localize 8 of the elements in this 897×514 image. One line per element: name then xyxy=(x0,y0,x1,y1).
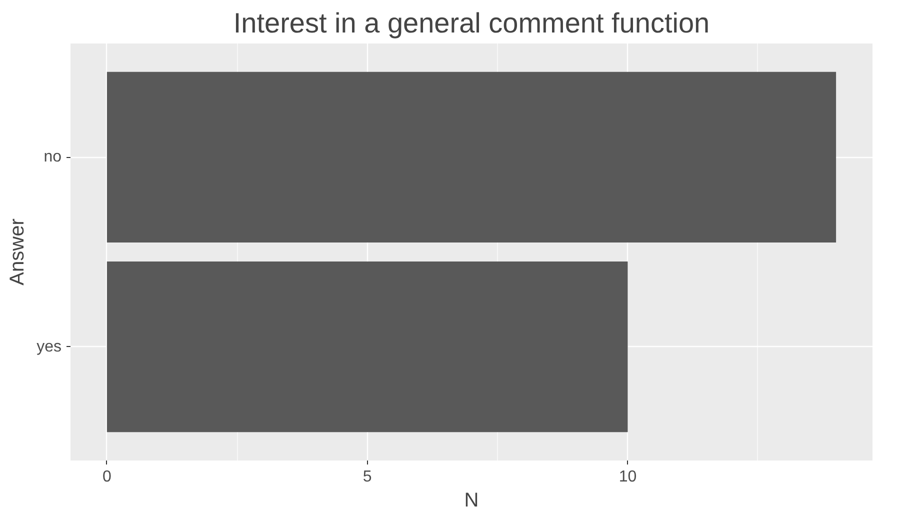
y-tick-label: yes xyxy=(36,338,62,356)
y-axis-title: Answer xyxy=(6,218,29,286)
x-axis-title: N xyxy=(464,490,479,512)
chart-title: Interest in a general comment function xyxy=(233,8,710,38)
x-tick-label: 5 xyxy=(362,468,372,486)
x-tick-label: 0 xyxy=(102,468,112,486)
y-tick-label: no xyxy=(44,148,62,166)
x-tick-label: 10 xyxy=(618,468,637,486)
